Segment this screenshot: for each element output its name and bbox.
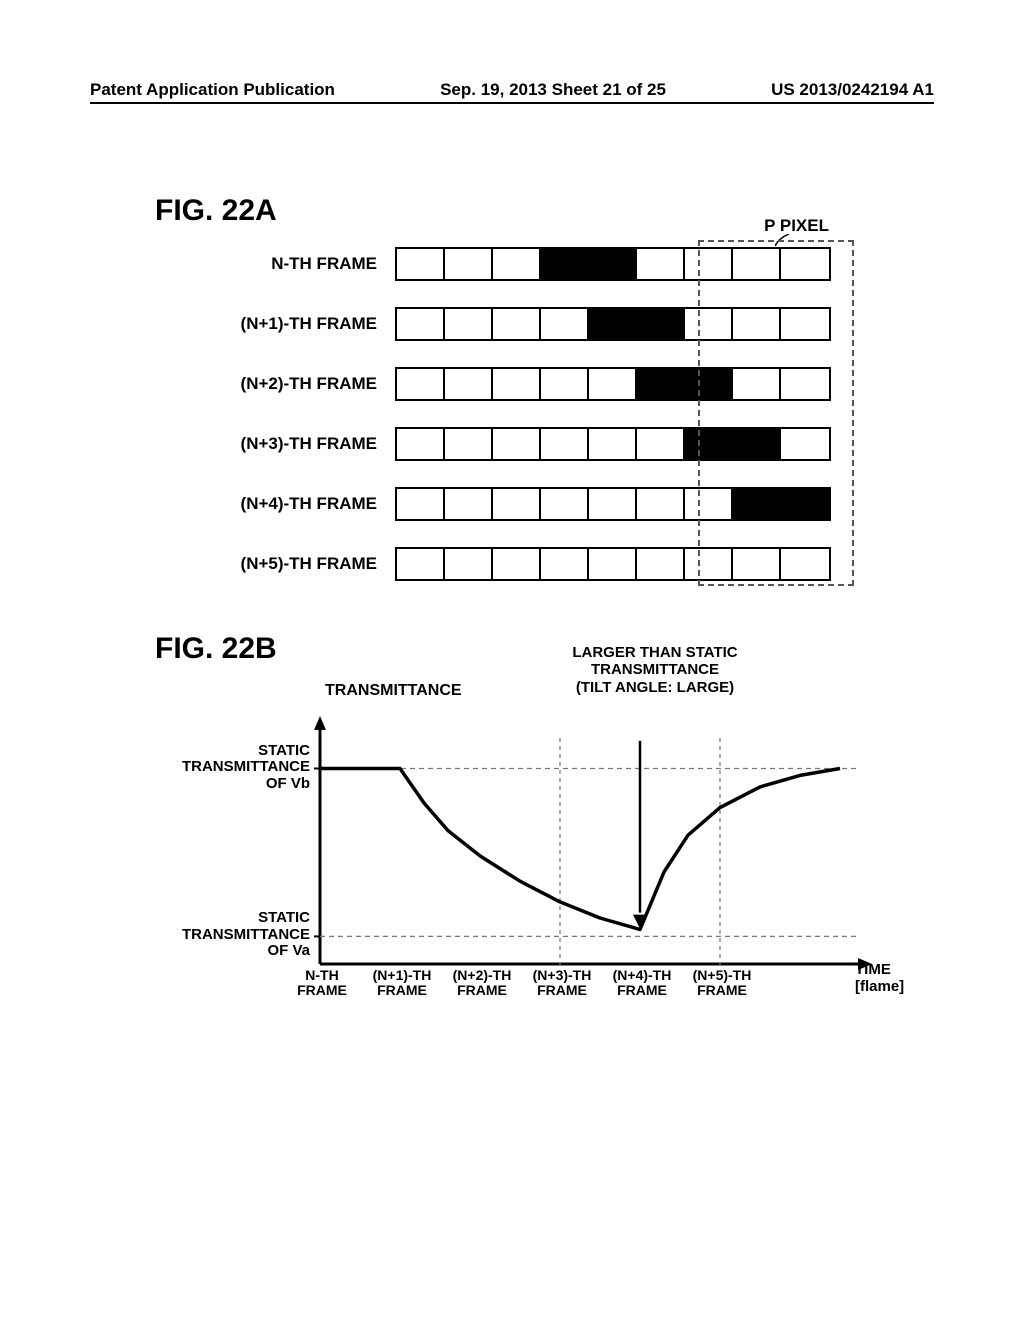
header-right: US 2013/0242194 A1 (771, 80, 934, 100)
pixel-cell-white (685, 489, 733, 519)
fig-22a-rows: N-TH FRAME (N+1)-TH FRAME (N+2)-TH FRAME (N… (175, 246, 895, 582)
pixel-cell-white (781, 369, 829, 399)
x-tick-label: (N+2)-THFRAME (444, 968, 520, 999)
pixel-cell-white (589, 549, 637, 579)
fig-22b: FIG. 22B TRANSMITTANCE LARGER THAN STATI… (155, 632, 934, 1024)
pixel-cell-white (445, 309, 493, 339)
x-tick-label: (N+3)-THFRAME (524, 968, 600, 999)
pixel-cell-white (397, 549, 445, 579)
pixel-cell-white (637, 489, 685, 519)
transmittance-chart (155, 684, 915, 1004)
x-axis-title: TIME[flame] (855, 962, 904, 995)
pixel-cell-black (589, 309, 637, 339)
pixel-cell-white (781, 249, 829, 279)
pixel-cell-black (781, 489, 829, 519)
pixel-cell-black (637, 369, 685, 399)
x-tick-label: (N+4)-THFRAME (604, 968, 680, 999)
pixel-cell-white (637, 429, 685, 459)
pixel-cell-white (397, 249, 445, 279)
pixel-strip (395, 547, 831, 581)
p-pixel-lead-line (775, 234, 789, 246)
pixel-cell-white (445, 549, 493, 579)
pixel-cell-white (445, 489, 493, 519)
pixel-cell-black (733, 489, 781, 519)
pixel-cell-white (397, 309, 445, 339)
pixel-cell-white (685, 549, 733, 579)
pixel-cell-white (637, 249, 685, 279)
pixel-cell-white (397, 429, 445, 459)
pixel-cell-white (541, 549, 589, 579)
pixel-cell-white (541, 489, 589, 519)
pixel-cell-white (637, 549, 685, 579)
frame-row-label: (N+3)-TH FRAME (175, 434, 395, 454)
pixel-cell-white (733, 549, 781, 579)
pixel-cell-white (733, 369, 781, 399)
header-center: Sep. 19, 2013 Sheet 21 of 25 (440, 80, 666, 100)
frame-row-label: N-TH FRAME (175, 254, 395, 274)
pixel-cell-white (589, 489, 637, 519)
pixel-cell-white (541, 429, 589, 459)
pixel-strip (395, 427, 831, 461)
pixel-cell-black (541, 249, 589, 279)
pixel-cell-white (781, 549, 829, 579)
header-left: Patent Application Publication (90, 80, 335, 100)
pixel-cell-black (685, 429, 733, 459)
pixel-cell-black (589, 249, 637, 279)
pixel-cell-black (685, 369, 733, 399)
pixel-cell-white (733, 249, 781, 279)
x-tick-label: (N+1)-THFRAME (364, 968, 440, 999)
pixel-strip (395, 307, 831, 341)
pixel-cell-white (685, 249, 733, 279)
frame-row: (N+1)-TH FRAME (175, 306, 895, 342)
frame-row-label: (N+5)-TH FRAME (175, 554, 395, 574)
frame-row: (N+3)-TH FRAME (175, 426, 895, 462)
pixel-cell-white (445, 369, 493, 399)
frame-row: (N+2)-TH FRAME (175, 366, 895, 402)
pixel-strip (395, 487, 831, 521)
pixel-cell-white (493, 309, 541, 339)
pixel-strip (395, 367, 831, 401)
frame-row: (N+4)-TH FRAME (175, 486, 895, 522)
pixel-cell-white (397, 369, 445, 399)
pixel-cell-white (589, 369, 637, 399)
frame-row-label: (N+2)-TH FRAME (175, 374, 395, 394)
fig-22a-area: P PIXEL N-TH FRAME(N+1)-TH FRAME(N+2)-TH… (175, 246, 895, 582)
x-tick-label: N-THFRAME (284, 968, 360, 999)
pixel-cell-white (733, 309, 781, 339)
pixel-cell-black (733, 429, 781, 459)
frame-row-label: (N+4)-TH FRAME (175, 494, 395, 514)
pixel-cell-white (397, 489, 445, 519)
pixel-cell-white (781, 309, 829, 339)
pixel-cell-black (637, 309, 685, 339)
page-header: Patent Application Publication Sep. 19, … (90, 80, 934, 104)
pixel-cell-white (541, 309, 589, 339)
fig-22a: FIG. 22A P PIXEL N-TH FRAME(N+1)-TH FRAM… (155, 194, 934, 582)
pixel-cell-white (493, 549, 541, 579)
fig-22b-area: TRANSMITTANCE LARGER THAN STATICTRANSMIT… (155, 684, 915, 1024)
pixel-cell-white (685, 309, 733, 339)
page: Patent Application Publication Sep. 19, … (0, 0, 1024, 1320)
pixel-cell-white (493, 429, 541, 459)
p-pixel-label: P PIXEL (764, 216, 829, 236)
pixel-cell-white (493, 489, 541, 519)
pixel-cell-white (541, 369, 589, 399)
x-tick-label: (N+5)-THFRAME (684, 968, 760, 999)
pixel-strip (395, 247, 831, 281)
pixel-cell-white (589, 429, 637, 459)
pixel-cell-white (493, 369, 541, 399)
pixel-cell-white (445, 249, 493, 279)
frame-row: (N+5)-TH FRAME (175, 546, 895, 582)
pixel-cell-white (781, 429, 829, 459)
frame-row-label: (N+1)-TH FRAME (175, 314, 395, 334)
pixel-cell-white (445, 429, 493, 459)
frame-row: N-TH FRAME (175, 246, 895, 282)
pixel-cell-white (493, 249, 541, 279)
